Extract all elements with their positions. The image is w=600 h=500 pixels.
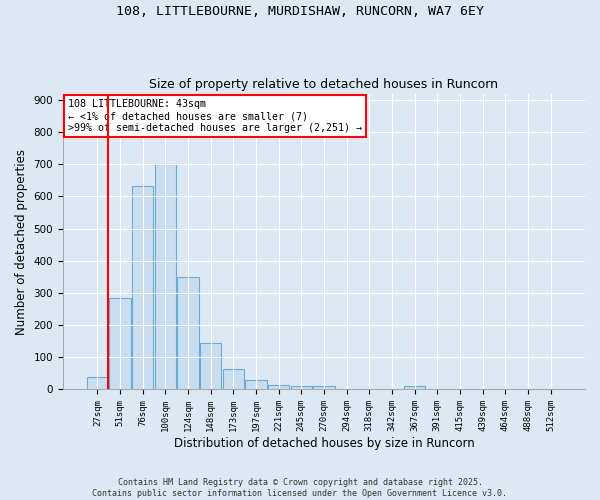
Bar <box>245 380 267 390</box>
Bar <box>155 164 176 390</box>
Bar <box>290 386 312 390</box>
Bar <box>177 277 199 390</box>
Bar <box>404 386 425 390</box>
X-axis label: Distribution of detached houses by size in Runcorn: Distribution of detached houses by size … <box>173 437 475 450</box>
Bar <box>200 344 221 390</box>
Bar <box>313 386 335 390</box>
Bar <box>223 368 244 390</box>
Bar <box>132 186 154 390</box>
Text: 108, LITTLEBOURNE, MURDISHAW, RUNCORN, WA7 6EY: 108, LITTLEBOURNE, MURDISHAW, RUNCORN, W… <box>116 5 484 18</box>
Bar <box>268 384 289 390</box>
Bar <box>109 298 131 390</box>
Bar <box>86 376 108 390</box>
Text: 108 LITTLEBOURNE: 43sqm
← <1% of detached houses are smaller (7)
>99% of semi-de: 108 LITTLEBOURNE: 43sqm ← <1% of detache… <box>68 100 362 132</box>
Title: Size of property relative to detached houses in Runcorn: Size of property relative to detached ho… <box>149 78 499 91</box>
Y-axis label: Number of detached properties: Number of detached properties <box>15 148 28 334</box>
Text: Contains HM Land Registry data © Crown copyright and database right 2025.
Contai: Contains HM Land Registry data © Crown c… <box>92 478 508 498</box>
